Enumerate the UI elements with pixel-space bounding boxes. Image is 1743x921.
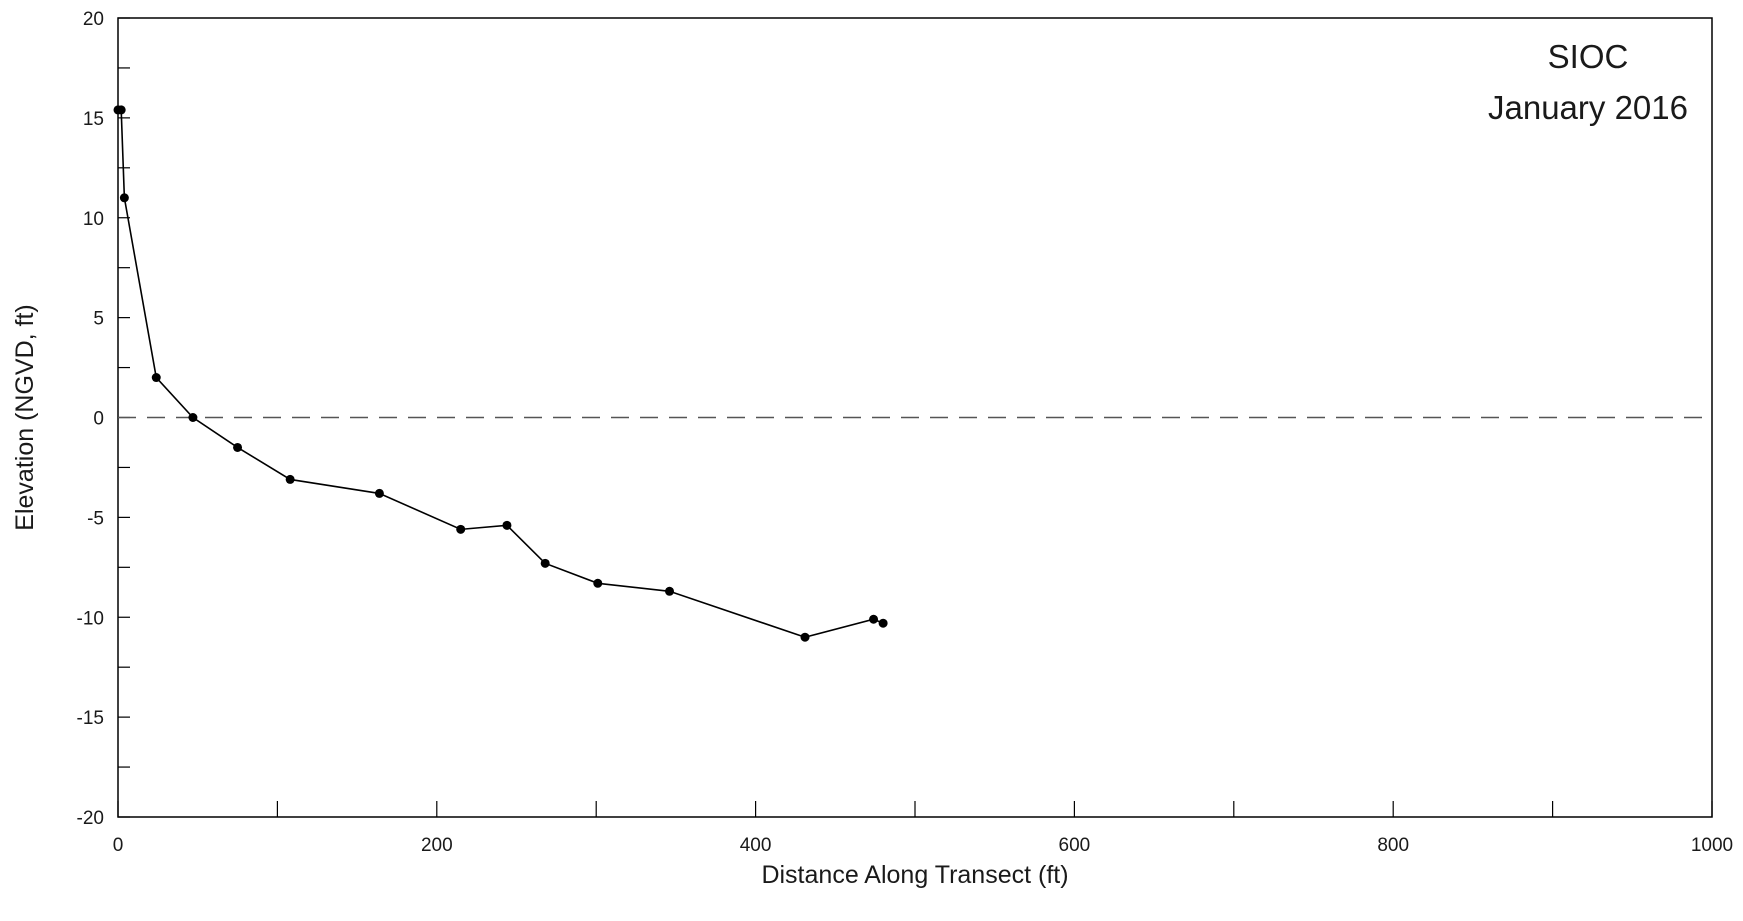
data-point bbox=[374, 488, 384, 498]
data-point bbox=[800, 632, 810, 642]
data-point bbox=[878, 618, 888, 628]
data-point bbox=[151, 373, 161, 383]
data-point bbox=[869, 614, 879, 624]
series-layer bbox=[113, 105, 888, 642]
annotation-site: SIOC bbox=[1548, 38, 1629, 75]
y-tick-label: 10 bbox=[83, 209, 104, 230]
x-tick-label: 400 bbox=[740, 835, 772, 856]
y-tick-label: 20 bbox=[83, 9, 104, 30]
x-tick-label: 200 bbox=[421, 835, 453, 856]
y-tick-label: -10 bbox=[77, 608, 104, 629]
y-axis-label: Elevation (NGVD, ft) bbox=[11, 304, 39, 530]
x-axis-label: Distance Along Transect (ft) bbox=[761, 861, 1068, 889]
x-tick-label: 1000 bbox=[1691, 835, 1733, 856]
data-point bbox=[540, 558, 550, 568]
y-tick-label: 5 bbox=[93, 309, 104, 330]
data-point bbox=[233, 442, 243, 452]
annotation-date: January 2016 bbox=[1488, 89, 1688, 126]
x-tick-label: 0 bbox=[113, 835, 124, 856]
y-tick-label: 0 bbox=[93, 409, 104, 430]
x-axis-ticks: 0 200 400 600 800 1000 bbox=[113, 801, 1733, 856]
y-tick-label: -5 bbox=[87, 508, 104, 529]
data-point bbox=[456, 524, 466, 534]
series-line bbox=[118, 109, 884, 639]
x-tick-label: 600 bbox=[1059, 835, 1091, 856]
y-tick-label: -15 bbox=[77, 708, 104, 729]
data-point bbox=[119, 193, 129, 203]
y-tick-label: 15 bbox=[83, 109, 104, 130]
data-point bbox=[285, 474, 295, 484]
x-tick-label: 800 bbox=[1377, 835, 1409, 856]
y-axis-ticks: -20 -15 -10 -5 0 5 10 15 20 bbox=[77, 9, 130, 829]
data-point bbox=[665, 586, 675, 596]
y-tick-label: -20 bbox=[77, 808, 104, 829]
data-point bbox=[116, 105, 126, 115]
data-point bbox=[188, 413, 198, 422]
data-point bbox=[502, 520, 512, 530]
data-point bbox=[593, 578, 603, 588]
